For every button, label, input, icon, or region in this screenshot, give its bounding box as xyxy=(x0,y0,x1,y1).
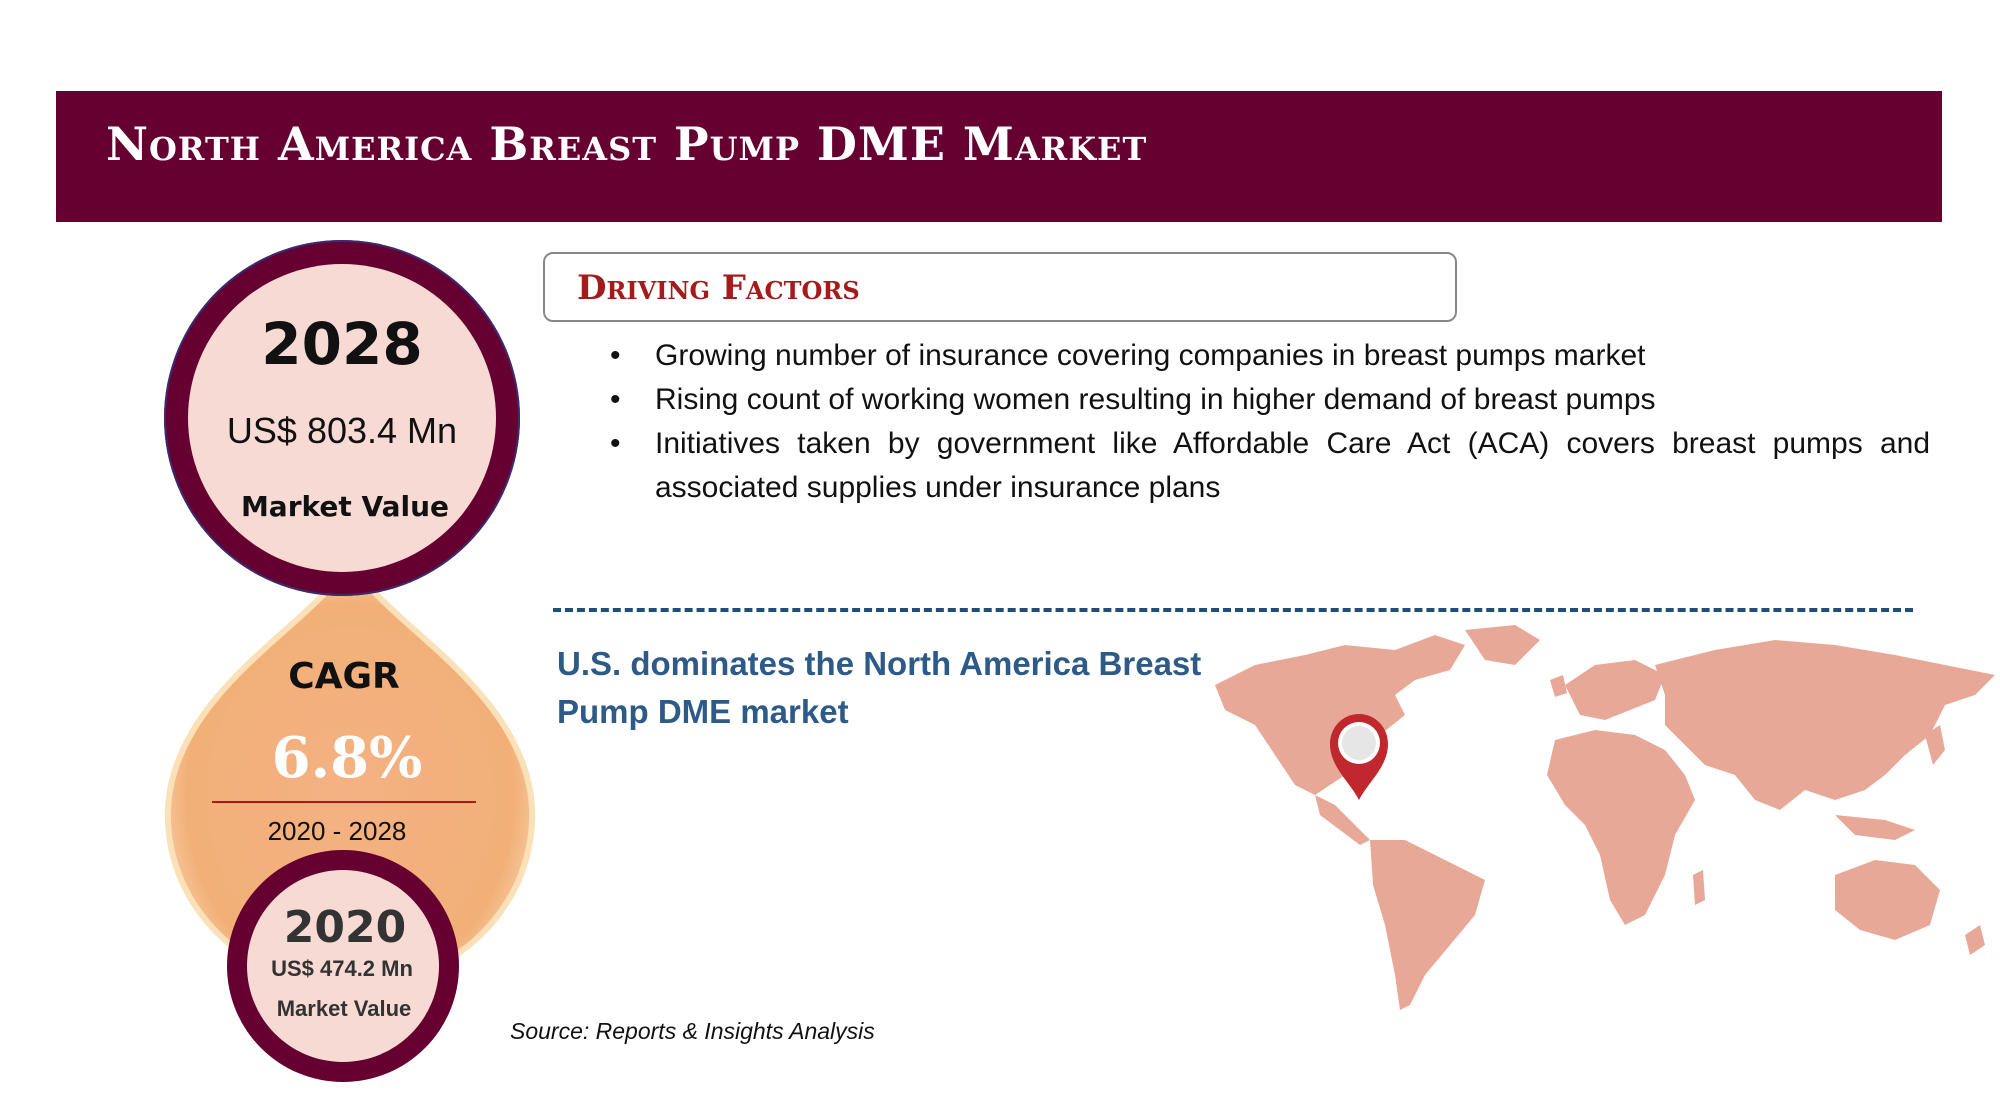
list-item: • Growing number of insurance covering c… xyxy=(610,334,1930,378)
bullet-icon: • xyxy=(610,383,621,416)
market-2020-circle xyxy=(227,850,459,1082)
source-note: Source: Reports & Insights Analysis xyxy=(510,1018,875,1044)
factor-text: Initiatives taken by government like Aff… xyxy=(655,427,1930,504)
list-item: • Rising count of working women resultin… xyxy=(610,378,1930,422)
driving-factors-title: Driving Factors xyxy=(577,268,860,308)
cagr-divider xyxy=(212,801,476,803)
cagr-value: 6.8% xyxy=(271,725,423,791)
market-2020-label: Market Value xyxy=(276,996,412,1021)
factor-text: Growing number of insurance covering com… xyxy=(655,339,1646,372)
header-banner: North America Breast Pump DME Market xyxy=(56,91,1942,222)
market-2020-value: US$ 474.2 Mn xyxy=(271,956,413,981)
market-2028-label: Market Value xyxy=(240,490,450,523)
bullet-icon: • xyxy=(610,339,621,372)
list-item: • Initiatives taken by government like A… xyxy=(610,422,1930,510)
page-title: North America Breast Pump DME Market xyxy=(106,117,1148,171)
factor-text: Rising count of working women resulting … xyxy=(655,383,1656,416)
driving-factors-list: • Growing number of insurance covering c… xyxy=(610,334,1930,510)
cagr-period: 2020 - 2028 xyxy=(267,816,407,846)
section-divider xyxy=(553,608,1913,612)
market-2028-year: 2028 xyxy=(261,310,423,378)
market-2028-circle xyxy=(164,240,520,596)
market-2020-year: 2020 xyxy=(283,902,407,953)
driving-factors-box: Driving Factors xyxy=(543,252,1457,322)
location-pin-icon xyxy=(1330,714,1388,800)
world-map-icon xyxy=(1215,625,1995,1010)
cagr-label: CAGR xyxy=(288,656,400,697)
bullet-icon: • xyxy=(610,427,621,460)
market-2028-value: US$ 803.4 Mn xyxy=(226,410,458,451)
dominance-statement: U.S. dominates the North America Breast … xyxy=(557,645,1202,730)
